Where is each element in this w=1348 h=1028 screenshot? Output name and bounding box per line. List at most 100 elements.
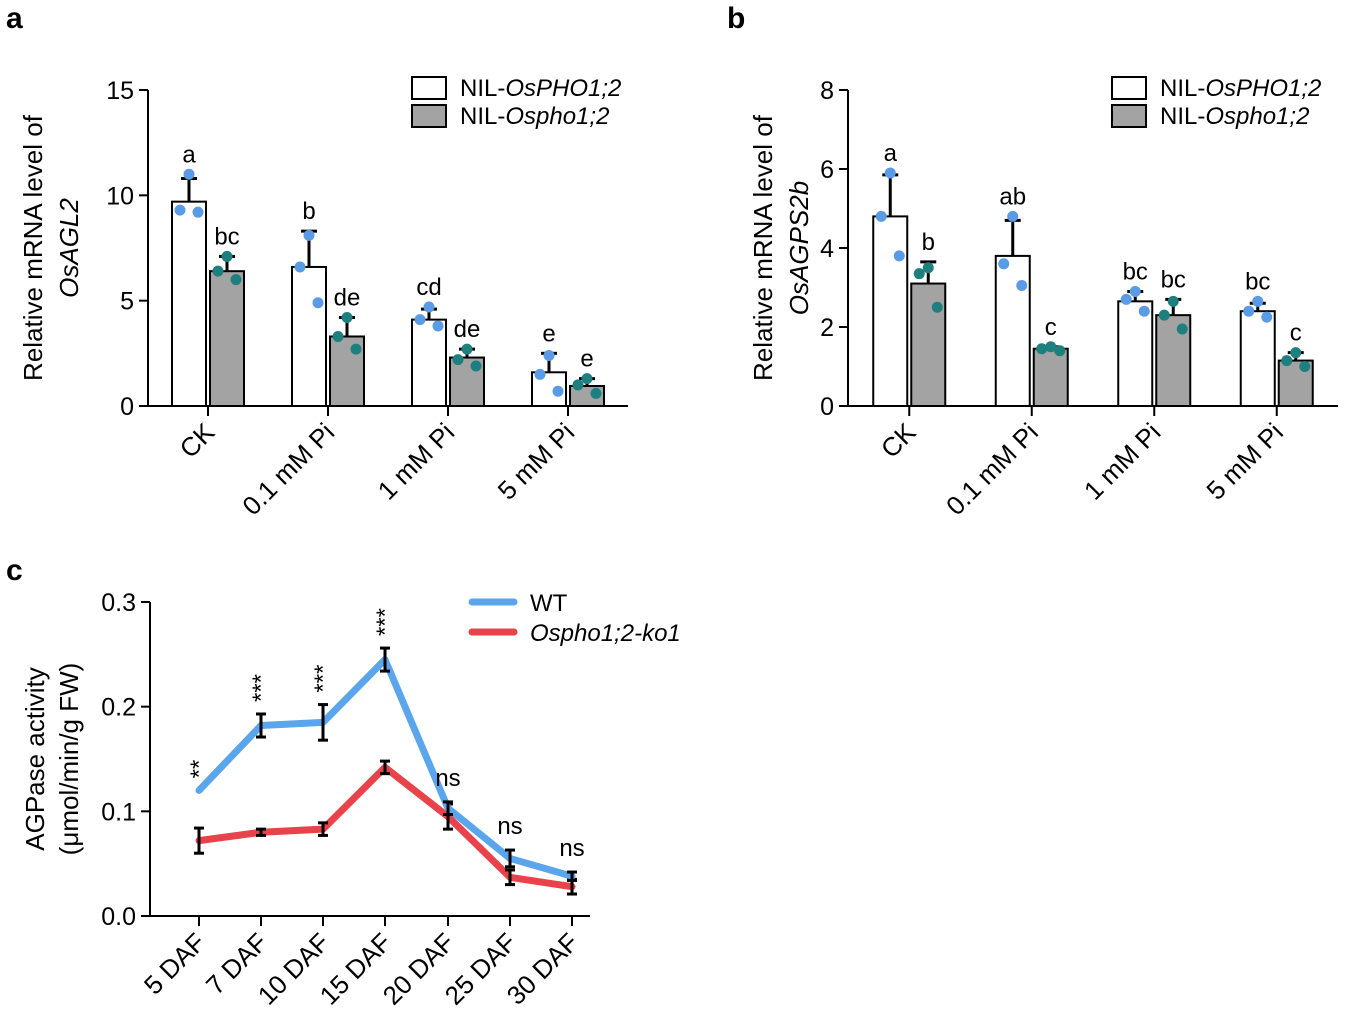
x-tick-label: CK	[173, 417, 220, 464]
y-axis-label-line1: AGPase activity	[20, 667, 50, 851]
significance-letter: de	[454, 316, 481, 343]
data-point	[922, 262, 934, 274]
y-axis-gene-label: OsAGPS2b	[784, 181, 814, 315]
panel-letter-b: b	[727, 2, 745, 35]
significance-letter: bc	[1161, 266, 1186, 293]
data-point	[1120, 293, 1132, 305]
significance-letter: de	[334, 285, 361, 312]
legend-swatch	[411, 76, 447, 100]
data-point	[350, 343, 362, 355]
y-axis-gene-label: OsAGL2	[54, 198, 84, 298]
panel-letter-c: c	[6, 554, 23, 587]
legend-swatch	[1111, 76, 1147, 100]
y-axis-label: Relative mRNA level of	[18, 114, 48, 381]
data-point	[423, 301, 435, 313]
data-point	[341, 312, 353, 324]
data-point	[294, 261, 306, 273]
legend-label-prefix: NIL-	[460, 103, 505, 130]
legend-label-italic: OsPHO1;2	[505, 75, 621, 102]
significance-label: **	[186, 760, 213, 779]
data-point	[893, 250, 905, 262]
data-point	[230, 274, 242, 286]
significance-letter: bc	[1123, 258, 1148, 285]
significance-letter: a	[182, 141, 196, 168]
significance-letter: bc	[1245, 268, 1270, 295]
data-point	[461, 343, 473, 355]
y-tick-label: 0	[120, 393, 134, 421]
significance-letter: bc	[214, 223, 239, 250]
bar	[1117, 300, 1154, 408]
data-point	[1281, 355, 1293, 367]
data-point	[1252, 295, 1264, 307]
legend-label: WT	[530, 590, 568, 617]
data-point	[875, 210, 887, 222]
y-tick-label: 0	[820, 393, 834, 421]
data-point	[312, 297, 324, 309]
y-tick-label: 15	[106, 77, 134, 105]
data-point	[303, 229, 315, 241]
data-point	[1129, 285, 1141, 297]
data-point	[552, 385, 564, 397]
data-point	[1176, 323, 1188, 335]
x-tick-label: 5 DAF	[138, 927, 211, 1000]
bar	[291, 265, 327, 407]
significance-letter: ab	[999, 183, 1026, 210]
x-tick-label: 1 mM Pi	[1078, 417, 1167, 506]
data-point	[1007, 210, 1019, 222]
significance-letter: b	[922, 229, 935, 256]
x-tick-label: CK	[875, 417, 922, 464]
significance-letter: c	[1045, 314, 1057, 341]
significance-label: ns	[497, 813, 522, 840]
data-point	[581, 373, 593, 385]
legend-label-italic: Ospho1;2	[1205, 103, 1309, 130]
significance-letter: c	[1290, 320, 1302, 347]
data-point	[332, 330, 344, 342]
y-tick-label: 8	[820, 77, 834, 105]
data-point	[1016, 280, 1028, 292]
data-point	[1138, 305, 1150, 317]
data-point	[432, 320, 444, 332]
data-point	[534, 368, 546, 380]
legend-label: NIL-Ospho1;2	[1160, 103, 1309, 130]
y-axis-label-line2: (μmol/min/g FW)	[54, 663, 84, 856]
data-point	[1299, 361, 1311, 372]
significance-letter: e	[580, 346, 593, 373]
y-tick-label: 0.3	[101, 589, 136, 617]
legend-label-prefix: NIL-	[1160, 103, 1205, 130]
data-point	[884, 167, 896, 179]
data-point	[1290, 347, 1302, 359]
x-tick-label: 0.1 mM Pi	[940, 417, 1044, 521]
data-point	[1054, 345, 1066, 357]
legend-swatch	[1111, 104, 1147, 128]
data-point	[414, 314, 426, 326]
data-point	[183, 168, 195, 180]
data-point	[212, 265, 224, 277]
data-point	[1261, 311, 1273, 323]
panel-letter-a: a	[6, 2, 23, 35]
bar	[411, 318, 447, 408]
data-point	[1045, 341, 1057, 353]
bar	[1239, 310, 1276, 408]
data-point	[470, 360, 482, 372]
data-point	[931, 301, 943, 313]
x-tick-label: 5 mM Pi	[492, 417, 581, 506]
bar	[994, 254, 1031, 407]
legend-label: Ospho1;2-ko1	[530, 620, 681, 647]
legend-label-italic: Ospho1;2	[505, 103, 609, 130]
y-tick-label: 6	[820, 156, 834, 184]
bar	[872, 215, 909, 407]
data-point	[998, 258, 1010, 270]
data-point	[192, 206, 204, 218]
data-point	[543, 349, 555, 361]
panel-a-bar-chart: 0 5 10 15 Relative mRNA level of OsAGL2 CK a bc 0…	[18, 75, 628, 521]
legend-label: NIL-Ospho1;2	[460, 103, 609, 130]
significance-letter: cd	[416, 274, 441, 301]
legend-label: NIL-OsPHO1;2	[460, 75, 621, 102]
y-axis-label: Relative mRNA level of	[748, 114, 778, 381]
significance-label: ns	[435, 765, 460, 792]
legend-label-prefix: NIL-	[1160, 75, 1205, 102]
panel-c-line-chart: 0.0 0.1 0.2 0.3 AGPase activity (μmol/min/g F…	[20, 589, 681, 1011]
significance-label: ns	[559, 835, 584, 862]
data-point	[572, 379, 584, 391]
